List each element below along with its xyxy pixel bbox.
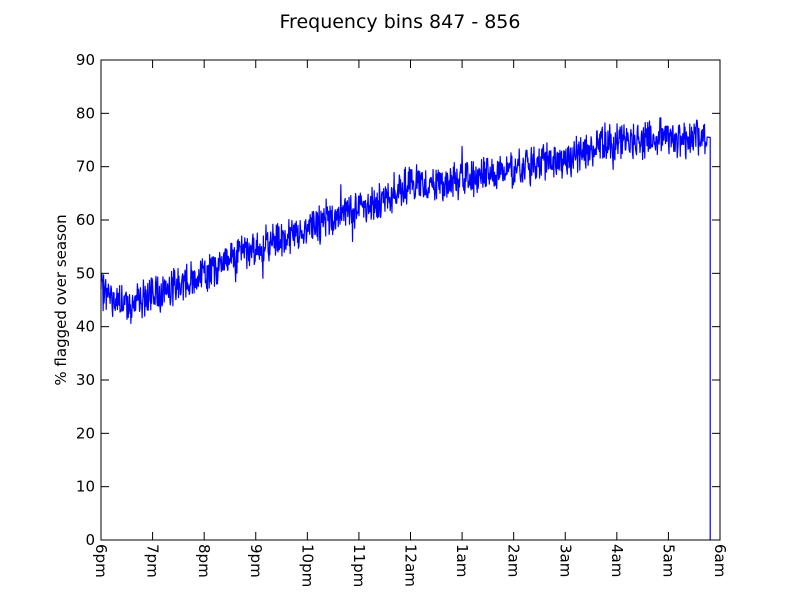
y-tick-label: 50 [76,264,95,282]
x-tick-label: 8pm [195,544,213,578]
y-tick-label: 60 [76,211,95,229]
ticks-group: 0 10 20 30 40 50 60 70 80 90 6pm 7pm 8pm 9pm 10pm 11pm 1… [76,51,729,587]
x-tick-label: 6pm [92,544,110,578]
y-tick-label: 40 [76,318,95,336]
plot-frame [100,59,721,541]
y-tick-label: 0 [85,531,95,549]
series-line [100,117,711,540]
x-tick-label: 2am [505,544,523,577]
y-tick-label: 10 [76,478,95,496]
x-tick-label: 10pm [298,544,316,587]
y-tick-label: 70 [76,158,95,176]
x-tick-label: 5am [659,544,677,577]
y-axis-label: % flagged over season [52,214,70,385]
x-tick-label: 11pm [350,544,368,587]
y-tick-label: 80 [76,104,95,122]
x-tick-label: 9pm [247,544,265,578]
chart-title: Frequency bins 847 - 856 [280,11,521,33]
series-group [100,117,711,540]
y-tick-label: 20 [76,424,95,442]
x-tick-label: 1am [453,544,471,577]
x-tick-label: 6am [711,544,729,577]
x-tick-label: 4am [608,544,626,577]
y-tick-label: 90 [76,51,95,69]
x-tick-label: 3am [556,544,574,577]
x-tick-label: 12am [402,544,420,587]
x-tick-label: 7pm [144,544,162,578]
y-tick-label: 30 [76,371,95,389]
